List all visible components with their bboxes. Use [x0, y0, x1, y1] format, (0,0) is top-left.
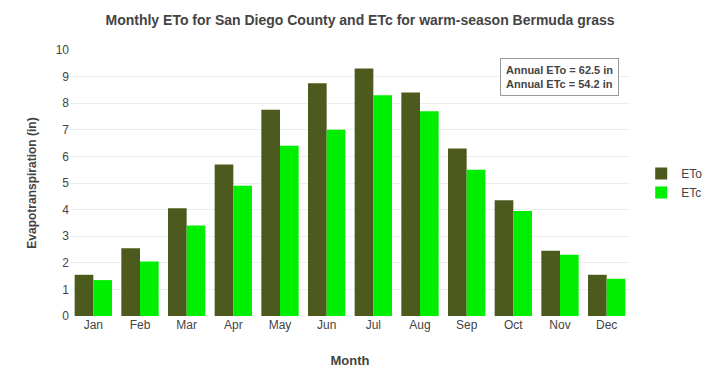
svg-text:Jul: Jul — [366, 318, 381, 332]
svg-text:Oct: Oct — [504, 318, 523, 332]
svg-text:1: 1 — [62, 283, 69, 297]
svg-text:Monthly ETo for San Diego Coun: Monthly ETo for San Diego County and ETc… — [106, 12, 615, 28]
svg-text:Feb: Feb — [130, 318, 151, 332]
svg-text:Nov: Nov — [549, 318, 570, 332]
svg-text:ETc: ETc — [681, 186, 701, 200]
svg-text:May: May — [269, 318, 292, 332]
svg-text:3: 3 — [62, 229, 69, 243]
svg-text:Aug: Aug — [409, 318, 430, 332]
svg-text:Sep: Sep — [456, 318, 478, 332]
svg-text:6: 6 — [62, 150, 69, 164]
svg-text:7: 7 — [62, 123, 69, 137]
svg-text:0: 0 — [62, 309, 69, 323]
svg-text:9: 9 — [62, 70, 69, 84]
svg-text:4: 4 — [62, 203, 69, 217]
svg-text:10: 10 — [56, 43, 70, 57]
svg-text:Annual ETo = 62.5 inAnnual ETc: Annual ETo = 62.5 inAnnual ETc = 54.2 in — [506, 64, 613, 90]
svg-text:Dec: Dec — [596, 318, 617, 332]
svg-text:Mar: Mar — [176, 318, 197, 332]
svg-text:8: 8 — [62, 96, 69, 110]
svg-text:Jan: Jan — [84, 318, 103, 332]
svg-text:Jun: Jun — [317, 318, 336, 332]
svg-text:5: 5 — [62, 176, 69, 190]
svg-text:Evapotranspiration (in): Evapotranspiration (in) — [25, 117, 39, 248]
svg-text:Apr: Apr — [224, 318, 243, 332]
svg-text:Month: Month — [331, 353, 370, 368]
svg-text:ETo: ETo — [681, 167, 702, 181]
svg-text:2: 2 — [62, 256, 69, 270]
